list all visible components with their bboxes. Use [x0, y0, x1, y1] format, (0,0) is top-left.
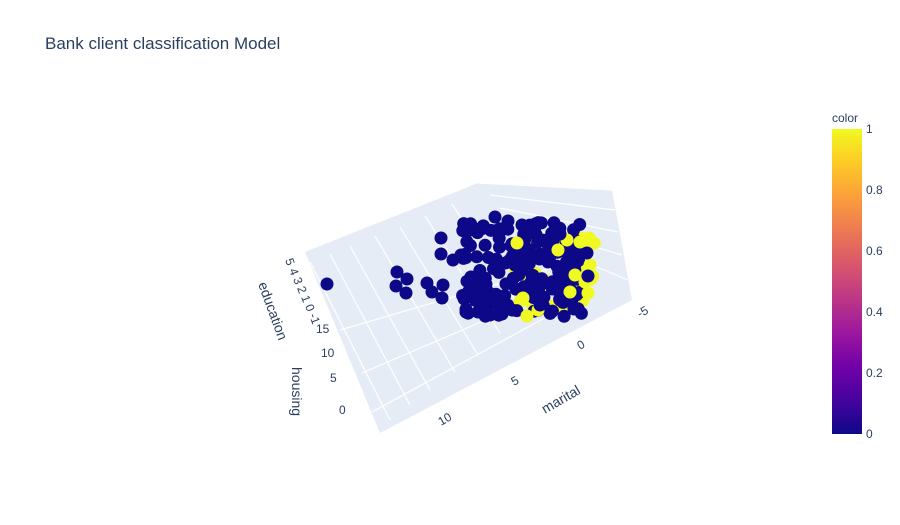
- data-point: [320, 277, 334, 291]
- data-point: [568, 268, 582, 282]
- data-point: [587, 236, 601, 250]
- data-point: [488, 210, 502, 224]
- data-point: [581, 286, 595, 300]
- z-tick-label: 0: [339, 403, 346, 417]
- colorbar-tick-label: 0: [866, 427, 873, 441]
- y-tick-label: 5: [282, 256, 298, 267]
- data-point: [471, 226, 484, 240]
- data-point: [557, 309, 571, 323]
- data-points: [320, 210, 601, 323]
- data-point: [464, 270, 478, 284]
- data-point: [483, 308, 497, 322]
- colorbar-tick-label: 0.8: [866, 183, 883, 197]
- data-point: [460, 235, 474, 249]
- y-tick-label: 0: [302, 302, 318, 313]
- data-point: [390, 265, 404, 279]
- y-axis-title: education: [255, 280, 291, 343]
- data-point: [470, 250, 484, 264]
- data-point: [528, 220, 542, 234]
- data-point: [436, 278, 450, 292]
- data-point: [573, 218, 587, 231]
- y-tick-label: 3: [290, 275, 306, 286]
- colorbar-tick-label: 0.6: [866, 244, 883, 258]
- x-tick-label: -5: [635, 303, 652, 321]
- colorbar-tick-label: 1: [866, 122, 873, 136]
- data-point: [567, 302, 581, 316]
- data-point: [434, 231, 448, 245]
- data-point: [464, 217, 478, 231]
- data-point: [512, 248, 526, 262]
- data-point: [573, 235, 587, 249]
- y-tick-label: 4: [286, 266, 302, 277]
- chart-title: Bank client classification Model: [45, 34, 281, 53]
- data-point: [516, 291, 530, 305]
- data-point: [563, 285, 577, 299]
- data-point: [399, 286, 413, 300]
- data-point: [520, 309, 534, 323]
- x-axis-title: marital: [539, 382, 583, 417]
- data-point: [435, 291, 449, 305]
- colorbar-tick-label: 0.4: [866, 305, 883, 319]
- data-point: [508, 258, 522, 272]
- data-point: [501, 214, 515, 228]
- colorbar-ticks: 0 0.2 0.4 0.6 0.8 1: [866, 122, 883, 441]
- colorbar: [832, 129, 862, 434]
- data-point: [459, 305, 473, 319]
- data-point: [541, 255, 555, 269]
- data-point: [481, 251, 495, 264]
- data-point: [583, 258, 597, 272]
- data-point: [570, 248, 584, 261]
- x-tick-label: 5: [509, 373, 522, 389]
- data-point: [533, 298, 547, 312]
- data-point: [458, 248, 472, 261]
- data-point: [492, 265, 506, 279]
- data-point: [475, 280, 489, 294]
- data-point: [553, 293, 567, 307]
- data-point: [515, 218, 529, 232]
- x-tick-label: 10: [436, 410, 455, 429]
- data-point: [400, 272, 414, 286]
- z-axis-title: housing: [289, 367, 305, 416]
- data-point: [493, 240, 506, 254]
- data-point: [522, 257, 536, 271]
- data-point: [495, 307, 509, 321]
- data-point: [478, 238, 492, 252]
- data-point: [553, 227, 567, 241]
- data-point: [434, 247, 448, 261]
- data-point: [524, 247, 538, 261]
- data-point: [425, 285, 439, 299]
- data-point: [505, 303, 519, 317]
- data-point: [466, 285, 479, 299]
- z-tick-label: 5: [330, 371, 337, 385]
- colorbar-title: color: [832, 111, 858, 125]
- y-tick-label: 2: [294, 284, 310, 295]
- data-point: [581, 269, 595, 283]
- data-point: [551, 243, 565, 257]
- data-point: [546, 275, 559, 289]
- x-tick-label: 0: [575, 337, 588, 353]
- data-point: [510, 236, 524, 250]
- data-point: [471, 305, 485, 319]
- y-tick-label: 1: [298, 293, 314, 304]
- data-point: [545, 304, 559, 318]
- z-tick-label: 15: [316, 322, 330, 336]
- data-point: [389, 279, 403, 293]
- y-tick-label: -1: [306, 311, 323, 326]
- z-tick-label: 10: [321, 346, 335, 360]
- data-point: [498, 289, 512, 303]
- data-point: [580, 246, 594, 260]
- colorbar-tick-label: 0.2: [866, 366, 883, 380]
